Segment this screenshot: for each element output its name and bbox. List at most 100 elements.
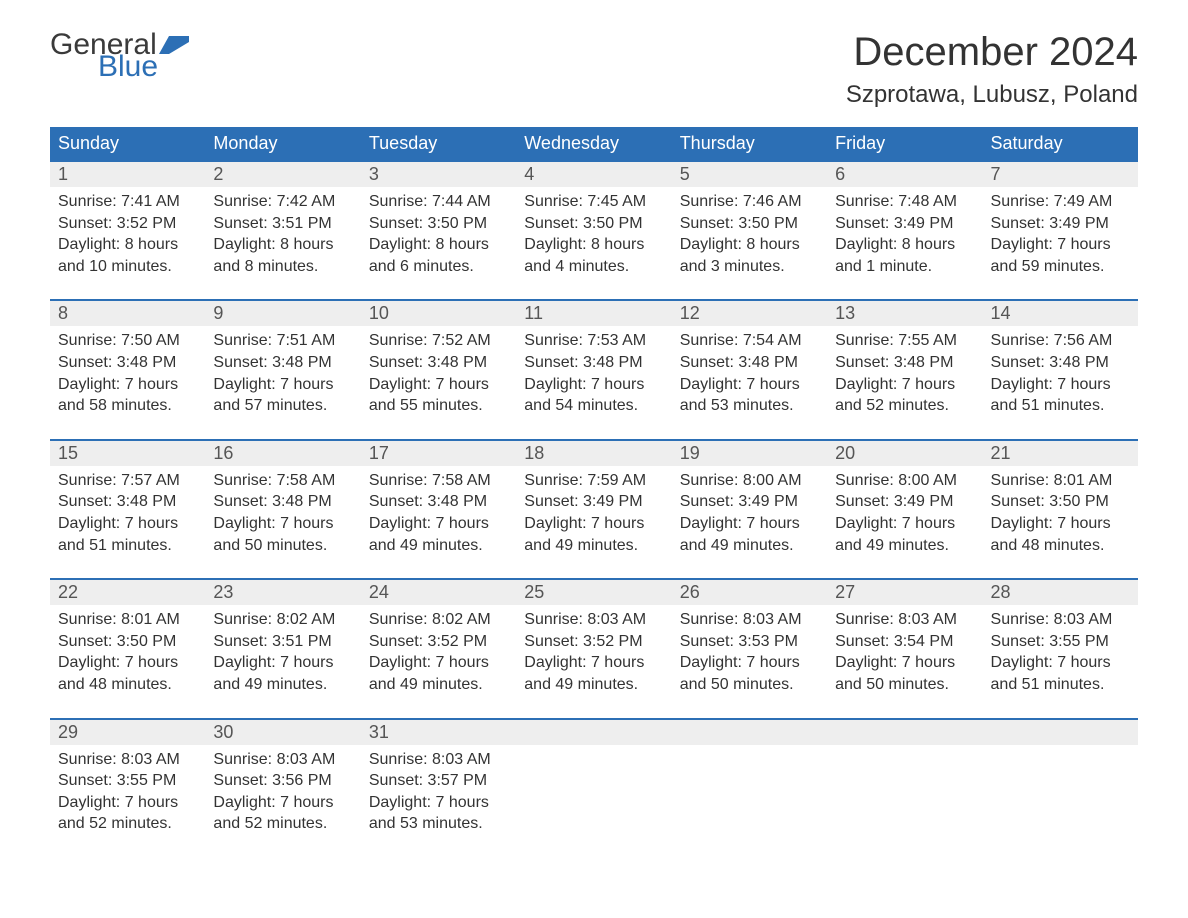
day-details: Sunrise: 8:01 AMSunset: 3:50 PMDaylight:… [50, 605, 205, 717]
daylight-line-1: Daylight: 7 hours [680, 652, 819, 674]
sunset-line: Sunset: 3:48 PM [213, 352, 352, 374]
day-details: Sunrise: 7:52 AMSunset: 3:48 PMDaylight:… [361, 326, 516, 438]
day-cell: 12Sunrise: 7:54 AMSunset: 3:48 PMDayligh… [672, 300, 827, 439]
sunrise-line: Sunrise: 8:02 AM [213, 609, 352, 631]
day-cell: 31Sunrise: 8:03 AMSunset: 3:57 PMDayligh… [361, 719, 516, 857]
day-cell: 16Sunrise: 7:58 AMSunset: 3:48 PMDayligh… [205, 440, 360, 579]
daylight-line-2: and 3 minutes. [680, 256, 819, 278]
day-header-row: Sunday Monday Tuesday Wednesday Thursday… [50, 127, 1138, 161]
date-number: 6 [827, 162, 982, 187]
sunrise-line: Sunrise: 7:57 AM [58, 470, 197, 492]
daylight-line-1: Daylight: 7 hours [991, 652, 1130, 674]
dayhead-mon: Monday [205, 127, 360, 161]
date-number: 20 [827, 441, 982, 466]
daylight-line-2: and 50 minutes. [835, 674, 974, 696]
day-cell: 7Sunrise: 7:49 AMSunset: 3:49 PMDaylight… [983, 161, 1138, 300]
sunrise-line: Sunrise: 8:02 AM [369, 609, 508, 631]
daylight-line-2: and 55 minutes. [369, 395, 508, 417]
sunrise-line: Sunrise: 7:48 AM [835, 191, 974, 213]
sunset-line: Sunset: 3:48 PM [369, 352, 508, 374]
date-number: 27 [827, 580, 982, 605]
sunrise-line: Sunrise: 8:01 AM [58, 609, 197, 631]
sunset-line: Sunset: 3:48 PM [369, 491, 508, 513]
daylight-line-2: and 10 minutes. [58, 256, 197, 278]
date-number: 2 [205, 162, 360, 187]
day-details: Sunrise: 7:41 AMSunset: 3:52 PMDaylight:… [50, 187, 205, 299]
sunset-line: Sunset: 3:51 PM [213, 213, 352, 235]
day-cell [672, 719, 827, 857]
daylight-line-1: Daylight: 8 hours [213, 234, 352, 256]
day-cell [983, 719, 1138, 857]
dayhead-wed: Wednesday [516, 127, 671, 161]
week-row: 15Sunrise: 7:57 AMSunset: 3:48 PMDayligh… [50, 440, 1138, 579]
daylight-line-1: Daylight: 7 hours [213, 374, 352, 396]
date-number: 1 [50, 162, 205, 187]
day-details: Sunrise: 7:59 AMSunset: 3:49 PMDaylight:… [516, 466, 671, 578]
daylight-line-2: and 52 minutes. [58, 813, 197, 835]
daylight-line-2: and 53 minutes. [369, 813, 508, 835]
dayhead-fri: Friday [827, 127, 982, 161]
daylight-line-2: and 49 minutes. [213, 674, 352, 696]
day-details: Sunrise: 7:53 AMSunset: 3:48 PMDaylight:… [516, 326, 671, 438]
sunrise-line: Sunrise: 7:54 AM [680, 330, 819, 352]
day-cell: 1Sunrise: 7:41 AMSunset: 3:52 PMDaylight… [50, 161, 205, 300]
sunrise-line: Sunrise: 8:00 AM [835, 470, 974, 492]
day-cell: 29Sunrise: 8:03 AMSunset: 3:55 PMDayligh… [50, 719, 205, 857]
daylight-line-2: and 49 minutes. [524, 674, 663, 696]
date-number: 25 [516, 580, 671, 605]
date-number: 10 [361, 301, 516, 326]
sunset-line: Sunset: 3:56 PM [213, 770, 352, 792]
sunrise-line: Sunrise: 7:42 AM [213, 191, 352, 213]
date-number: 7 [983, 162, 1138, 187]
day-cell: 14Sunrise: 7:56 AMSunset: 3:48 PMDayligh… [983, 300, 1138, 439]
week-row: 8Sunrise: 7:50 AMSunset: 3:48 PMDaylight… [50, 300, 1138, 439]
day-details: Sunrise: 8:00 AMSunset: 3:49 PMDaylight:… [672, 466, 827, 578]
daylight-line-1: Daylight: 7 hours [524, 374, 663, 396]
daylight-line-1: Daylight: 7 hours [58, 792, 197, 814]
day-cell: 19Sunrise: 8:00 AMSunset: 3:49 PMDayligh… [672, 440, 827, 579]
sunset-line: Sunset: 3:54 PM [835, 631, 974, 653]
date-number: 26 [672, 580, 827, 605]
day-cell: 28Sunrise: 8:03 AMSunset: 3:55 PMDayligh… [983, 579, 1138, 718]
day-details: Sunrise: 7:42 AMSunset: 3:51 PMDaylight:… [205, 187, 360, 299]
daylight-line-2: and 52 minutes. [213, 813, 352, 835]
day-details: Sunrise: 7:55 AMSunset: 3:48 PMDaylight:… [827, 326, 982, 438]
sunrise-line: Sunrise: 7:58 AM [369, 470, 508, 492]
day-cell: 15Sunrise: 7:57 AMSunset: 3:48 PMDayligh… [50, 440, 205, 579]
date-number: 23 [205, 580, 360, 605]
daylight-line-1: Daylight: 7 hours [58, 652, 197, 674]
day-details: Sunrise: 7:48 AMSunset: 3:49 PMDaylight:… [827, 187, 982, 299]
sunset-line: Sunset: 3:53 PM [680, 631, 819, 653]
sunset-line: Sunset: 3:52 PM [524, 631, 663, 653]
sunrise-line: Sunrise: 8:03 AM [835, 609, 974, 631]
day-details: Sunrise: 7:58 AMSunset: 3:48 PMDaylight:… [361, 466, 516, 578]
sunset-line: Sunset: 3:50 PM [58, 631, 197, 653]
sunset-line: Sunset: 3:55 PM [991, 631, 1130, 653]
date-number: 30 [205, 720, 360, 745]
daylight-line-1: Daylight: 7 hours [835, 513, 974, 535]
day-cell: 30Sunrise: 8:03 AMSunset: 3:56 PMDayligh… [205, 719, 360, 857]
date-number: 15 [50, 441, 205, 466]
daylight-line-2: and 4 minutes. [524, 256, 663, 278]
sunset-line: Sunset: 3:49 PM [835, 213, 974, 235]
date-number: 17 [361, 441, 516, 466]
sunrise-line: Sunrise: 8:03 AM [213, 749, 352, 771]
daylight-line-1: Daylight: 7 hours [835, 374, 974, 396]
day-cell: 22Sunrise: 8:01 AMSunset: 3:50 PMDayligh… [50, 579, 205, 718]
sunset-line: Sunset: 3:48 PM [58, 491, 197, 513]
sunrise-line: Sunrise: 8:03 AM [58, 749, 197, 771]
sunrise-line: Sunrise: 7:45 AM [524, 191, 663, 213]
day-cell: 26 Sunrise: 8:03 AMSunset: 3:53 PMDayligh… [672, 579, 827, 718]
daylight-line-1: Daylight: 7 hours [680, 374, 819, 396]
daylight-line-2: and 1 minute. [835, 256, 974, 278]
dayhead-thu: Thursday [672, 127, 827, 161]
daylight-line-2: and 53 minutes. [680, 395, 819, 417]
sunrise-line: Sunrise: 7:58 AM [213, 470, 352, 492]
sunset-line: Sunset: 3:49 PM [524, 491, 663, 513]
month-title: December 2024 [846, 30, 1138, 75]
daylight-line-2: and 54 minutes. [524, 395, 663, 417]
sunrise-line: Sunrise: 8:03 AM [680, 609, 819, 631]
day-cell: 20Sunrise: 8:00 AMSunset: 3:49 PMDayligh… [827, 440, 982, 579]
dayhead-sun: Sunday [50, 127, 205, 161]
date-number: 13 [827, 301, 982, 326]
